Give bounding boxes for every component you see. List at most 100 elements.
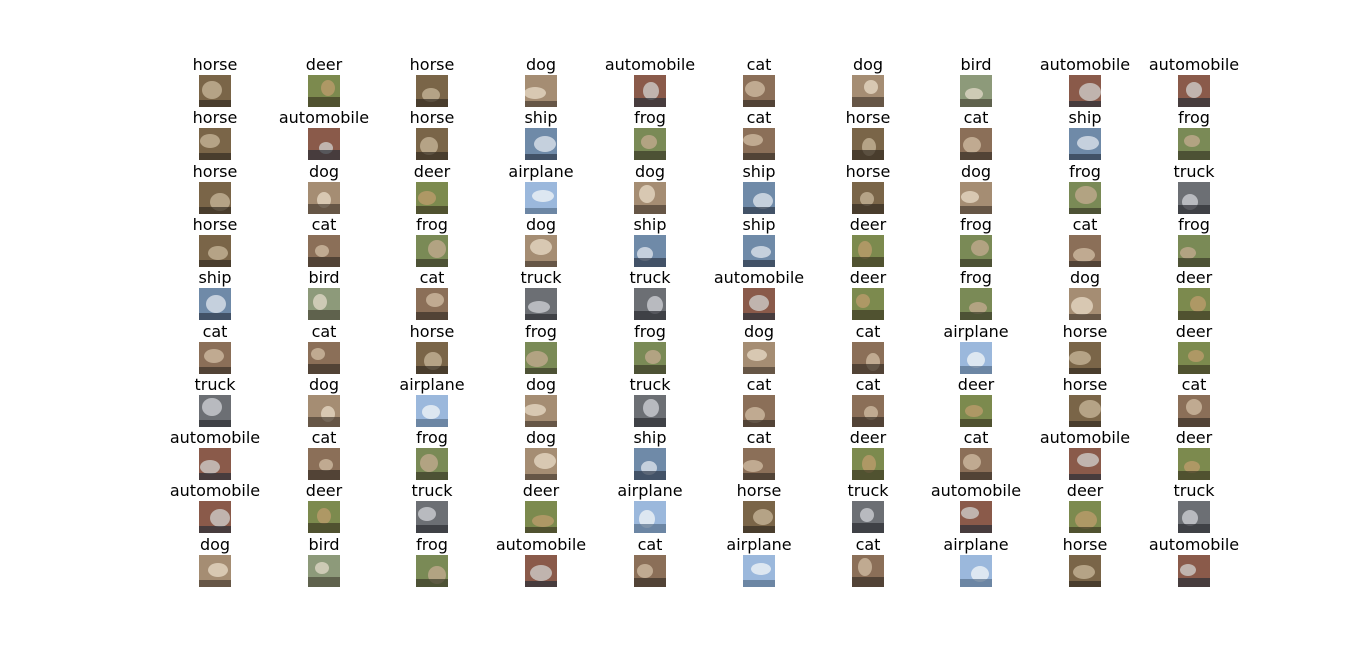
cell-label: cat [419, 268, 445, 287]
cell-label: frog [634, 108, 666, 127]
grid-cell: ship [704, 163, 814, 214]
grid-cell: deer [921, 375, 1031, 427]
cell-label: airplane [726, 535, 792, 554]
grid-cell: automobile [1030, 428, 1140, 480]
cell-label: cat [963, 108, 989, 127]
cell-label: bird [960, 55, 992, 74]
grid-cell: cat [377, 268, 487, 320]
thumbnail-image [199, 555, 231, 587]
grid-cell: airplane [921, 536, 1031, 587]
cell-label: automobile [1039, 55, 1131, 74]
cell-label: dog [525, 215, 557, 234]
thumbnail-image [960, 555, 992, 587]
thumbnail-image [1069, 75, 1101, 107]
grid-cell: frog [1139, 216, 1249, 267]
grid-cell: dog [486, 215, 596, 267]
cell-label: bird [308, 268, 340, 287]
cell-label: cat [746, 108, 772, 127]
cell-label: dog [525, 55, 557, 74]
grid-cell: automobile [1030, 55, 1140, 107]
cell-label: truck [629, 268, 671, 287]
grid-cell: truck [595, 376, 705, 427]
cell-label: deer [305, 481, 343, 500]
grid-cell: dog [269, 163, 379, 214]
thumbnail-image [852, 555, 884, 587]
grid-cell: horse [704, 482, 814, 533]
cell-label: deer [305, 55, 343, 74]
thumbnail-image [416, 182, 448, 214]
cell-label: frog [416, 535, 448, 554]
grid-cell: ship [595, 216, 705, 267]
thumbnail-image [308, 75, 340, 107]
cell-label: frog [525, 322, 557, 341]
thumbnail-image [308, 235, 340, 267]
cell-label: airplane [617, 481, 683, 500]
thumbnail-image [852, 235, 884, 267]
cell-label: frog [1178, 108, 1210, 127]
grid-cell: cat [813, 536, 923, 587]
thumbnail-image [634, 555, 666, 587]
thumbnail-image [416, 342, 448, 374]
thumbnail-image [416, 501, 448, 533]
grid-cell: automobile [1139, 536, 1249, 587]
cell-label: truck [411, 481, 453, 500]
cell-label: dog [634, 162, 666, 181]
thumbnail-image [308, 288, 340, 320]
cell-label: truck [194, 375, 236, 394]
grid-cell: cat [269, 323, 379, 374]
grid-cell: dog [160, 536, 270, 587]
grid-cell: truck [813, 482, 923, 533]
cell-label: cat [637, 535, 663, 554]
cell-label: horse [409, 322, 455, 341]
grid-cell: automobile [160, 428, 270, 480]
cell-label: deer [1066, 481, 1104, 500]
grid-cell: deer [813, 429, 923, 480]
cell-label: automobile [495, 535, 587, 554]
cell-label: dog [525, 375, 557, 394]
cell-label: ship [198, 268, 232, 287]
cell-label: horse [409, 108, 455, 127]
grid-cell: automobile [160, 482, 270, 533]
grid-cell: ship [1030, 108, 1140, 160]
grid-cell: cat [921, 108, 1031, 160]
grid-cell: horse [377, 56, 487, 107]
cell-label: ship [524, 108, 558, 127]
cell-label: cat [746, 375, 772, 394]
grid-cell: deer [269, 481, 379, 533]
cell-label: ship [1068, 108, 1102, 127]
cell-label: automobile [1039, 428, 1131, 447]
cell-label: ship [742, 215, 776, 234]
thumbnail-image [960, 288, 992, 320]
grid-cell: airplane [921, 323, 1031, 374]
grid-cell: deer [1139, 323, 1249, 374]
cell-label: horse [192, 108, 238, 127]
cell-label: deer [849, 215, 887, 234]
thumbnail-image [199, 288, 231, 320]
cell-label: automobile [169, 428, 261, 447]
cell-label: deer [957, 375, 995, 394]
cell-label: deer [1175, 268, 1213, 287]
grid-cell: automobile [269, 109, 379, 160]
thumbnail-image [525, 128, 557, 160]
grid-cell: frog [486, 322, 596, 374]
thumbnail-image [852, 288, 884, 320]
grid-cell: cat [704, 375, 814, 427]
thumbnail-image [960, 75, 992, 107]
thumbnail-image [743, 128, 775, 160]
grid-cell: deer [813, 269, 923, 320]
thumbnail-image [743, 342, 775, 374]
grid-cell: deer [1030, 481, 1140, 533]
thumbnail-image [1178, 342, 1210, 374]
grid-cell: cat [595, 535, 705, 587]
grid-cell: automobile [1139, 56, 1249, 107]
grid-cell: automobile [921, 482, 1031, 533]
grid-cell: cat [1030, 216, 1140, 267]
thumbnail-image [634, 75, 666, 107]
thumbnail-image [960, 342, 992, 374]
grid-cell: cat [1139, 376, 1249, 427]
cell-label: truck [1173, 481, 1215, 500]
grid-cell: frog [921, 216, 1031, 267]
cell-label: cat [746, 55, 772, 74]
thumbnail-image [1069, 501, 1101, 533]
cell-label: cat [311, 215, 337, 234]
